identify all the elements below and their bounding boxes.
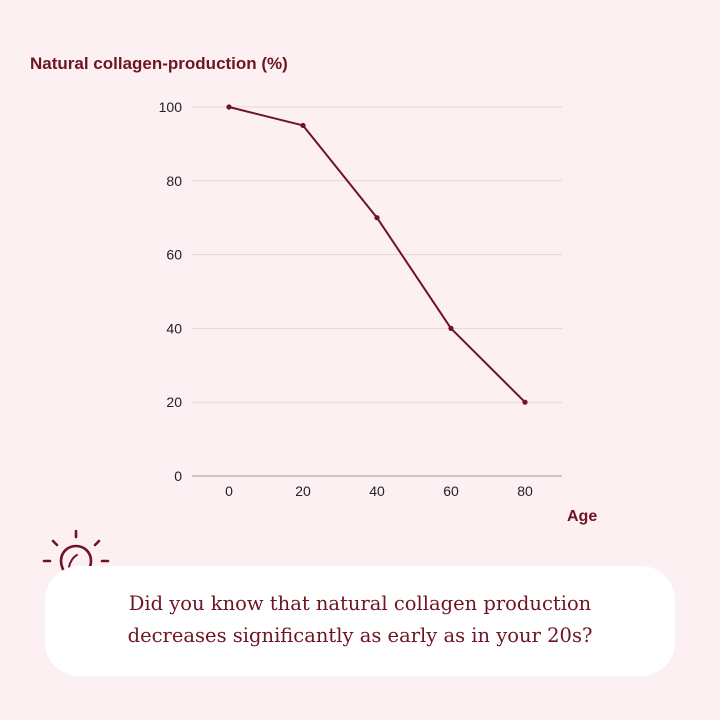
fact-line-2: decreases significantly as early as in y… [127,624,593,647]
data-point [448,325,454,331]
fact-line-1: Did you know that natural collagen produ… [128,592,592,615]
y-tick-label: 20 [166,394,182,410]
data-point [300,122,306,129]
x-tick-label: 40 [369,483,385,499]
data-point [522,399,528,405]
series-layer [226,104,528,405]
data-point [226,104,232,110]
fact-text: Did you know that natural collagen produ… [0,588,720,652]
grid-lines [192,106,562,477]
fact-card [45,566,675,676]
y-tick-label: 100 [159,99,183,115]
data-point [374,215,380,221]
x-tick-label: 60 [443,483,459,499]
y-tick-labels: 0 20 40 60 80 100 [159,99,183,484]
y-tick-label: 0 [174,468,182,484]
line-chart: 0 20 40 60 80 100 0 20 40 60 80 [159,99,562,499]
x-tick-labels: 0 20 40 60 80 [225,483,533,499]
x-tick-label: 20 [295,483,311,499]
chart-title: Natural collagen-production (%) [30,54,288,73]
x-tick-label: 80 [517,483,533,499]
y-tick-label: 80 [166,173,182,189]
y-tick-label: 60 [166,247,182,263]
y-tick-label: 40 [166,320,182,336]
x-axis-label: Age [567,508,598,525]
x-tick-label: 0 [225,483,233,499]
